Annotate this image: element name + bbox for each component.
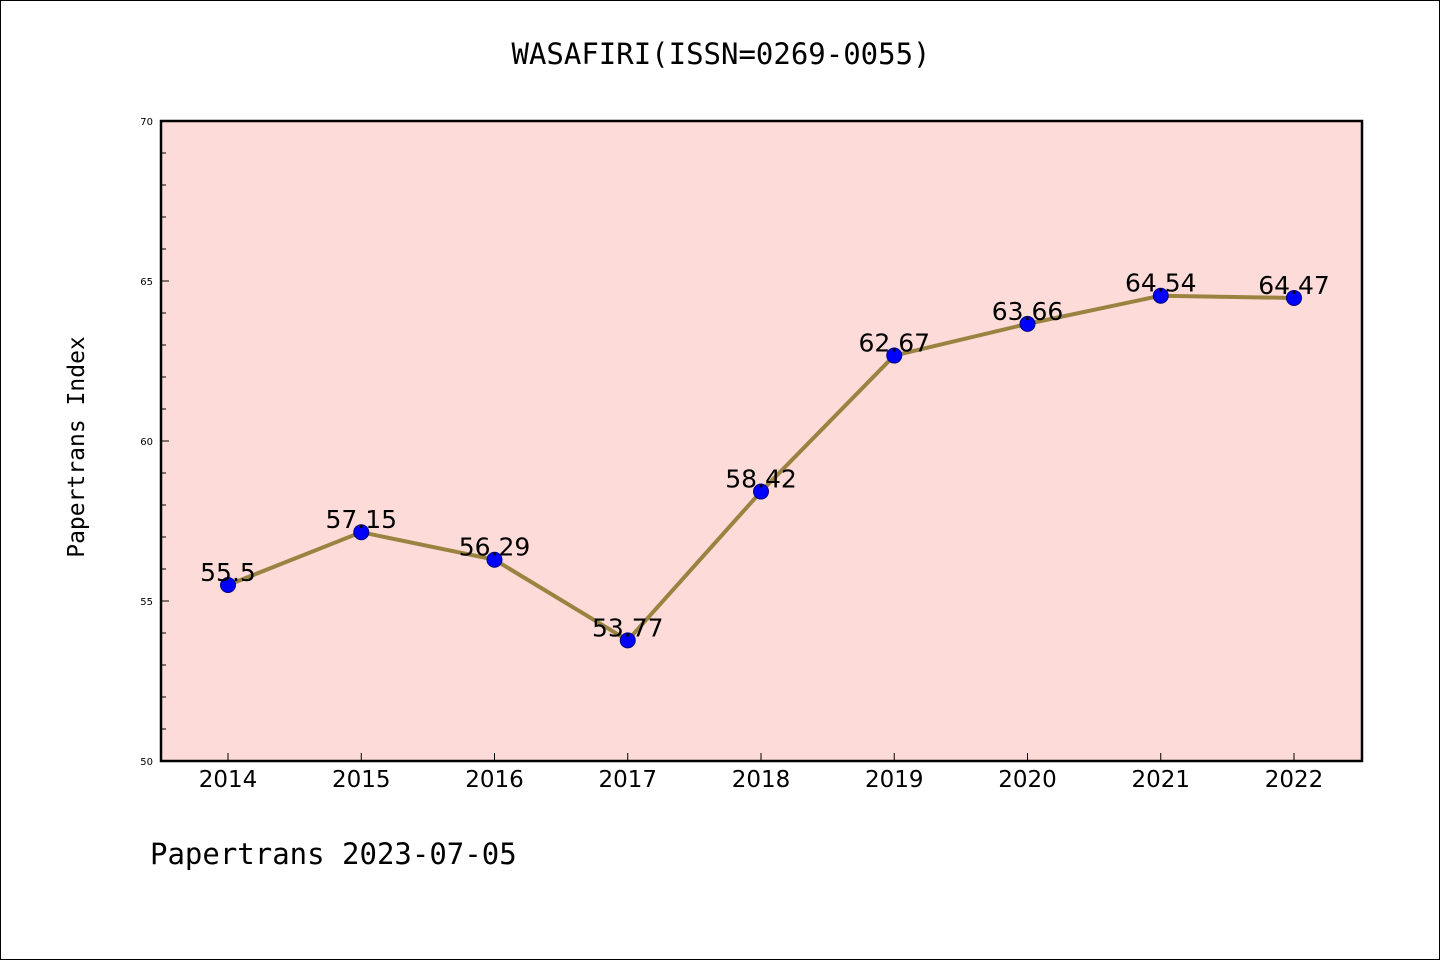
y-tick-label: 65 (140, 277, 153, 288)
data-label: 62.67 (858, 329, 930, 358)
y-tick-label: 55 (140, 597, 153, 608)
x-tick-label: 2016 (465, 767, 524, 793)
plot-border (159, 119, 1364, 763)
data-point (753, 483, 769, 500)
x-tick-label: 2021 (1131, 767, 1190, 793)
x-tick-label: 2017 (598, 767, 657, 793)
plot-area (161, 121, 1362, 761)
data-point (220, 577, 236, 593)
y-tick-label: 60 (140, 437, 153, 448)
chart-title: WASAFIRI(ISSN=0269-0055) (511, 37, 931, 71)
data-label: 64.54 (1125, 269, 1197, 298)
x-tick-label: 2015 (332, 767, 391, 793)
data-label: 53.77 (592, 613, 664, 642)
data-point (486, 551, 503, 568)
data-label: 58.42 (725, 465, 797, 494)
x-tick-label: 2019 (865, 767, 924, 793)
data-point (619, 632, 636, 649)
data-point (1286, 289, 1302, 306)
y-tick-label: 50 (140, 757, 153, 768)
data-label: 64.47 (1258, 271, 1330, 300)
x-tick-label: 2022 (1265, 767, 1324, 793)
data-point (353, 524, 370, 541)
data-label: 57.15 (325, 505, 397, 534)
x-tick-label: 2018 (732, 767, 791, 793)
footer-caption: Papertrans 2023-07-05 (150, 837, 517, 871)
data-point (1152, 287, 1169, 304)
data-point (886, 347, 903, 364)
x-tick-label: 2014 (199, 767, 258, 793)
data-label: 56.29 (459, 533, 531, 562)
data-label: 55.5 (200, 558, 256, 587)
y-tick-label: 70 (140, 117, 153, 128)
x-tick-label: 2020 (998, 767, 1057, 793)
data-point (1019, 315, 1036, 332)
data-label: 63.66 (992, 297, 1064, 326)
